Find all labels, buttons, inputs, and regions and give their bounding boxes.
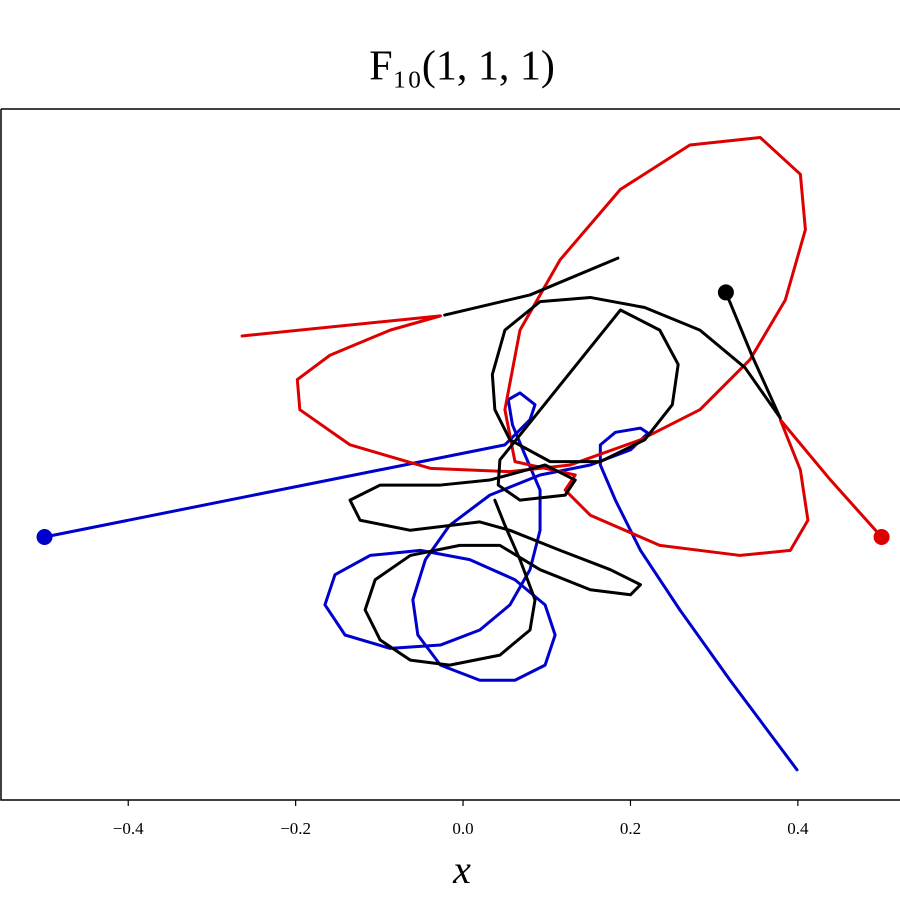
x-tick-label: 0.2 (620, 819, 641, 838)
x-tick-label: −0.2 (280, 819, 311, 838)
orbit-line (43, 391, 799, 772)
start-point (717, 284, 734, 301)
chart-title: F₁₀(1, 1, 1) (369, 44, 555, 90)
orbit-line (348, 256, 782, 667)
start-point (36, 529, 53, 546)
x-tick-label: 0.4 (787, 819, 809, 838)
x-axis-label: x (452, 847, 471, 892)
orbit-line (240, 135, 884, 557)
x-tick-label: −0.4 (113, 819, 144, 838)
axes-frame (0, 108, 900, 801)
x-tick-label: 0.0 (452, 819, 473, 838)
plot-area (36, 135, 890, 772)
start-point (873, 529, 890, 546)
